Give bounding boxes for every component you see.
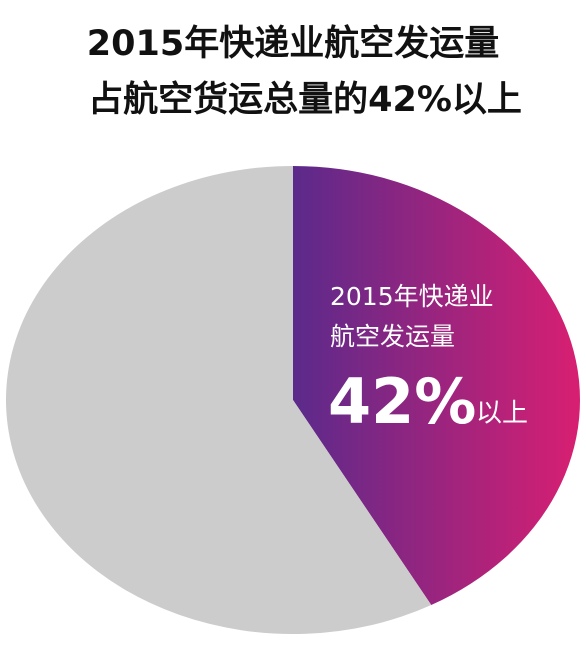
chart-title: 占航空货运总量的42%以上	[88, 79, 522, 120]
value-label: 42%	[328, 365, 476, 438]
annotation: 以上	[476, 399, 528, 429]
pie-slice	[293, 166, 581, 606]
slice-label: 航空发运量	[330, 322, 455, 351]
pie-slice	[6, 166, 432, 634]
slice-label: 2015年快递业	[330, 282, 494, 311]
chart-title: 2015年快递业航空发运量	[87, 23, 499, 64]
